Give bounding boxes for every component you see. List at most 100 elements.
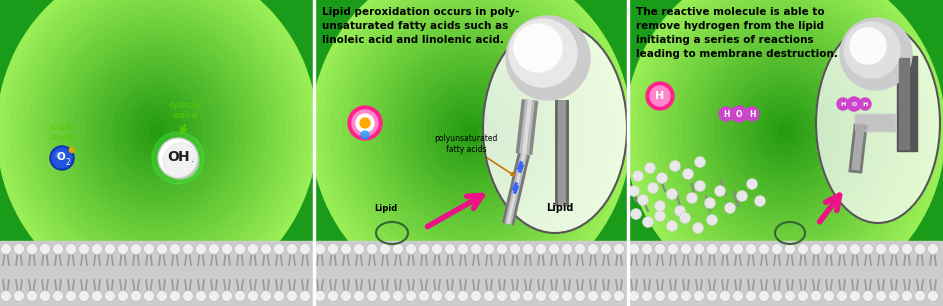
Bar — [628, 0, 943, 306]
Circle shape — [644, 162, 655, 174]
Text: hydroxyl
radical: hydroxyl radical — [170, 101, 203, 120]
Circle shape — [143, 244, 155, 255]
Text: 2: 2 — [66, 158, 71, 166]
Circle shape — [928, 244, 938, 255]
Circle shape — [668, 290, 679, 301]
Circle shape — [315, 244, 325, 255]
Circle shape — [601, 290, 611, 301]
Ellipse shape — [337, 0, 605, 274]
Circle shape — [561, 244, 572, 255]
Ellipse shape — [689, 29, 881, 233]
Circle shape — [13, 244, 25, 255]
Circle shape — [432, 290, 442, 301]
Ellipse shape — [55, 22, 259, 240]
Circle shape — [642, 217, 653, 227]
Circle shape — [733, 290, 743, 301]
Circle shape — [360, 118, 370, 128]
Circle shape — [105, 290, 115, 301]
Ellipse shape — [637, 0, 933, 287]
Circle shape — [670, 161, 681, 171]
Text: Lipid: Lipid — [374, 204, 398, 213]
Circle shape — [300, 244, 310, 255]
Circle shape — [694, 181, 705, 192]
Circle shape — [506, 16, 590, 100]
Circle shape — [692, 222, 703, 233]
Circle shape — [105, 244, 115, 255]
Circle shape — [693, 244, 704, 255]
Circle shape — [348, 106, 382, 140]
Ellipse shape — [112, 84, 202, 179]
Circle shape — [745, 107, 759, 121]
Ellipse shape — [138, 110, 176, 151]
Circle shape — [53, 290, 63, 301]
Circle shape — [118, 290, 128, 301]
Circle shape — [823, 290, 835, 301]
Ellipse shape — [61, 29, 253, 233]
Circle shape — [354, 244, 365, 255]
Circle shape — [628, 185, 639, 196]
Ellipse shape — [362, 15, 580, 247]
Circle shape — [836, 290, 848, 301]
Circle shape — [1, 244, 11, 255]
Circle shape — [668, 244, 679, 255]
Circle shape — [654, 290, 666, 301]
Circle shape — [78, 244, 90, 255]
Text: O: O — [167, 150, 179, 164]
Circle shape — [152, 132, 204, 184]
Circle shape — [844, 22, 900, 78]
Circle shape — [847, 97, 861, 111]
Bar — [0, 0, 314, 306]
Ellipse shape — [16, 0, 298, 281]
Ellipse shape — [388, 43, 554, 219]
Ellipse shape — [625, 0, 943, 301]
Bar — [855, 114, 895, 131]
Circle shape — [287, 290, 297, 301]
Circle shape — [352, 110, 378, 136]
Ellipse shape — [426, 84, 516, 179]
Bar — [313, 0, 315, 306]
Ellipse shape — [740, 84, 830, 179]
Circle shape — [26, 290, 38, 301]
Ellipse shape — [394, 49, 548, 213]
Ellipse shape — [413, 70, 529, 192]
Circle shape — [356, 114, 374, 132]
Circle shape — [771, 244, 783, 255]
Ellipse shape — [29, 0, 285, 267]
Circle shape — [654, 211, 666, 222]
Circle shape — [840, 18, 912, 90]
Ellipse shape — [41, 9, 273, 253]
Circle shape — [724, 203, 736, 214]
Circle shape — [157, 244, 168, 255]
Ellipse shape — [708, 49, 862, 213]
Circle shape — [444, 290, 455, 301]
Circle shape — [810, 290, 821, 301]
Circle shape — [222, 290, 233, 301]
Circle shape — [471, 244, 482, 255]
Circle shape — [392, 290, 404, 301]
Ellipse shape — [721, 63, 849, 199]
Circle shape — [850, 244, 861, 255]
Ellipse shape — [318, 0, 624, 294]
Ellipse shape — [657, 0, 913, 267]
Circle shape — [758, 244, 769, 255]
Circle shape — [888, 244, 900, 255]
Circle shape — [300, 290, 310, 301]
Circle shape — [771, 290, 783, 301]
Text: O: O — [852, 102, 856, 106]
Circle shape — [631, 208, 641, 219]
Circle shape — [1, 290, 11, 301]
Circle shape — [170, 244, 180, 255]
Ellipse shape — [369, 22, 573, 240]
Circle shape — [687, 192, 698, 203]
Circle shape — [706, 290, 718, 301]
Circle shape — [902, 290, 913, 301]
Circle shape — [522, 244, 534, 255]
Circle shape — [40, 244, 51, 255]
Text: singlet
oxygen: singlet oxygen — [50, 123, 78, 142]
Circle shape — [785, 244, 796, 255]
Circle shape — [195, 244, 207, 255]
Circle shape — [587, 244, 599, 255]
Circle shape — [650, 86, 670, 106]
Circle shape — [235, 244, 245, 255]
Circle shape — [367, 244, 377, 255]
